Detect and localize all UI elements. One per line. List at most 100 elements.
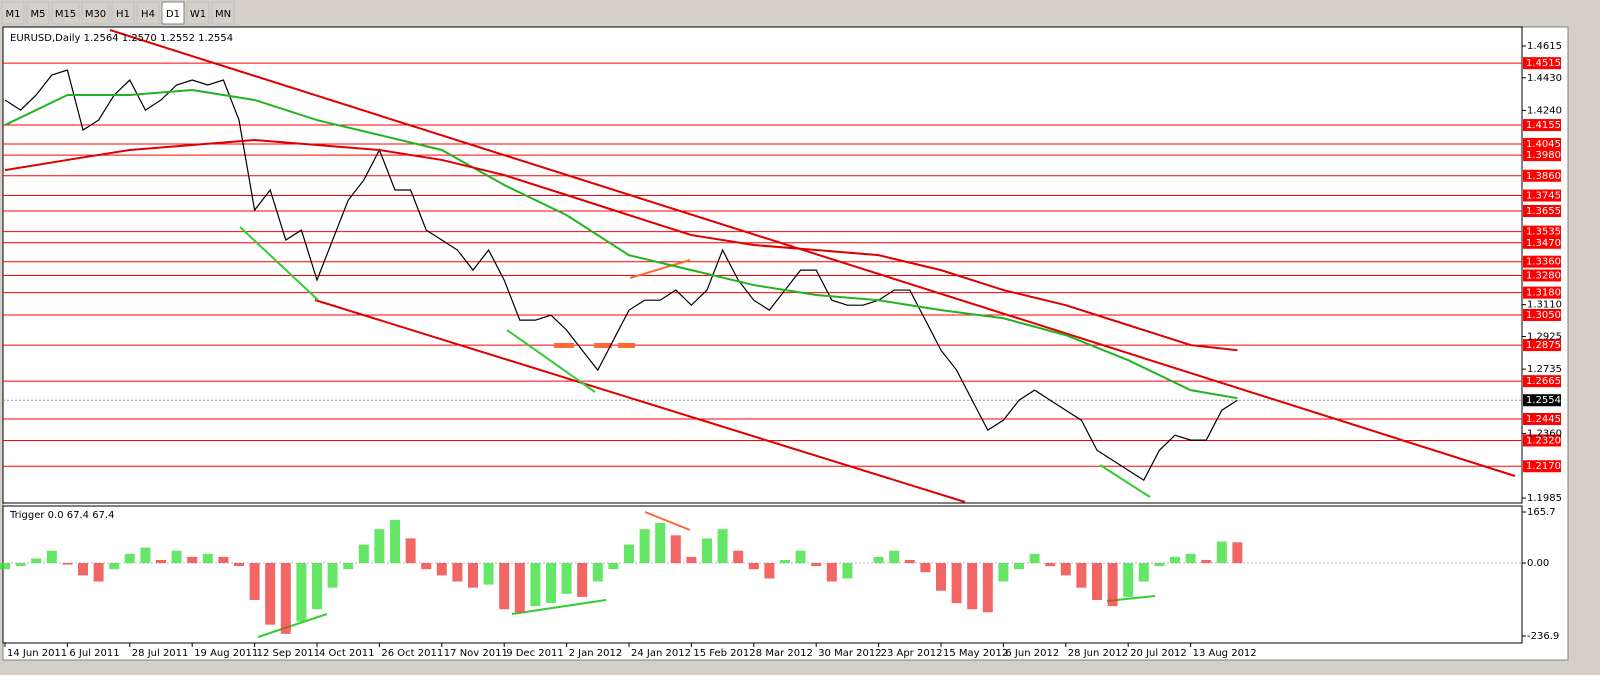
x-tick-label: 30 Mar 2012 — [818, 648, 881, 659]
histogram-bar — [78, 563, 88, 576]
level-label: 1.2320 — [1526, 435, 1561, 446]
x-tick-label: 28 Jul 2011 — [132, 648, 189, 659]
divergence-line — [511, 599, 607, 615]
histogram-bar — [483, 563, 494, 585]
level-label: 1.2170 — [1526, 461, 1561, 472]
histogram-bar — [93, 563, 104, 582]
timeframe-button[interactable] — [136, 1, 160, 25]
histogram-bar — [452, 563, 463, 582]
histogram-bar — [1123, 563, 1134, 597]
x-tick-label: 12 Sep 2011 — [257, 648, 320, 659]
level-tag — [1523, 375, 1561, 388]
histogram-bar — [156, 559, 166, 564]
level-label: 1.3535 — [1526, 227, 1561, 238]
timeframe-button[interactable] — [111, 1, 135, 25]
histogram-bar — [390, 519, 400, 564]
chart-title: EURUSD,Daily 1.2564 1.2570 1.2552 1.2554 — [10, 33, 233, 44]
level-label: 1.3470 — [1526, 238, 1561, 249]
timeframe-label: W1 — [190, 9, 206, 20]
x-tick-label: 4 Oct 2011 — [319, 648, 374, 659]
x-tick-label: 6 Jun 2012 — [1005, 648, 1059, 659]
histogram-bar — [608, 563, 619, 570]
y-tick-label: 165.7 — [1527, 507, 1556, 518]
level-label: 1.3655 — [1526, 206, 1561, 217]
timeframe-button[interactable] — [1, 1, 25, 25]
histogram-bar — [358, 544, 369, 564]
trend-line — [314, 299, 966, 503]
timeframe-button[interactable] — [161, 1, 185, 25]
histogram-bar — [764, 563, 775, 579]
level-tag — [1523, 286, 1561, 299]
histogram-bar — [109, 563, 120, 570]
level-tag — [1523, 460, 1561, 473]
main-panel — [2, 26, 1523, 504]
histogram-bar — [202, 553, 213, 564]
histogram-bar — [670, 535, 681, 564]
histogram-bar — [624, 544, 634, 564]
level-tag — [1523, 189, 1561, 202]
histogram-bar — [327, 563, 338, 588]
level-tag — [1523, 119, 1561, 132]
timeframe-button[interactable] — [211, 1, 235, 25]
timeframe-button[interactable] — [51, 1, 80, 25]
level-label: 1.4045 — [1526, 139, 1561, 150]
histogram-bar — [561, 563, 572, 594]
histogram-bar — [1185, 553, 1196, 564]
histogram-bar — [499, 563, 510, 610]
histogram-bar — [811, 563, 822, 567]
timeframe-button[interactable] — [186, 1, 210, 25]
level-tag — [1523, 412, 1561, 425]
x-tick-label: 15 May 2012 — [943, 648, 1008, 659]
plot: 1.4615 1.4430 1.4240 1.3110 1.2925 1.2735 1.23… — [0, 41, 1562, 659]
histogram-bar — [733, 550, 744, 564]
histogram-bar — [140, 547, 151, 564]
level-label: 1.3860 — [1526, 171, 1561, 182]
histogram-bar — [1076, 563, 1087, 588]
histogram-bar — [998, 563, 1009, 582]
histogram-bar — [171, 550, 182, 564]
level-label: 1.3745 — [1526, 191, 1561, 202]
timeframe-label: MN — [215, 9, 231, 20]
divergence-line — [506, 329, 596, 393]
timeframe-label: M5 — [31, 9, 46, 20]
timeframe-button[interactable] — [81, 1, 110, 25]
chart-window — [2, 26, 1569, 661]
timeframe-button[interactable] — [26, 1, 50, 25]
y-tick-label: 1.2735 — [1527, 364, 1562, 375]
histogram-bar — [343, 563, 354, 570]
y-tick-label: 1.2360 — [1527, 429, 1562, 440]
x-tick-label: 13 Aug 2012 — [1193, 648, 1257, 659]
histogram-bar — [780, 559, 790, 564]
y-tick-label: 0.00 — [1527, 558, 1549, 569]
timeframe-label: D1 — [166, 9, 180, 20]
level-label: 1.3980 — [1526, 150, 1561, 161]
level-tag — [1523, 57, 1561, 70]
level-tag — [1523, 169, 1561, 182]
x-tick-label: 28 Jun 2012 — [1068, 648, 1128, 659]
histogram-bar — [249, 563, 260, 600]
histogram-bar — [795, 550, 806, 564]
histogram-bar — [234, 563, 244, 567]
x-tick-label: 15 Feb 2012 — [693, 648, 755, 659]
histogram-bar — [436, 563, 447, 576]
x-tick-label: 17 Nov 2011 — [444, 648, 508, 659]
histogram-bar — [686, 556, 697, 564]
level-tag — [1523, 308, 1561, 321]
histogram-bar — [265, 563, 276, 625]
timeframe-label: M15 — [55, 9, 76, 20]
x-tick-label: 14 Jun 2011 — [7, 648, 67, 659]
histogram-bar — [920, 563, 931, 573]
moving-average — [4, 139, 1238, 352]
histogram-bar — [1107, 563, 1118, 607]
histogram-bar — [31, 558, 42, 564]
histogram-bar — [218, 556, 229, 564]
price-line — [4, 69, 1238, 482]
level-label: 1.3280 — [1526, 270, 1561, 281]
marker — [554, 343, 574, 348]
x-tick-label: 23 Apr 2012 — [881, 648, 943, 659]
divergence-line — [644, 511, 691, 531]
level-label: 1.2445 — [1526, 414, 1561, 425]
level-tag — [1523, 137, 1561, 150]
level-label: 1.2875 — [1526, 340, 1561, 351]
